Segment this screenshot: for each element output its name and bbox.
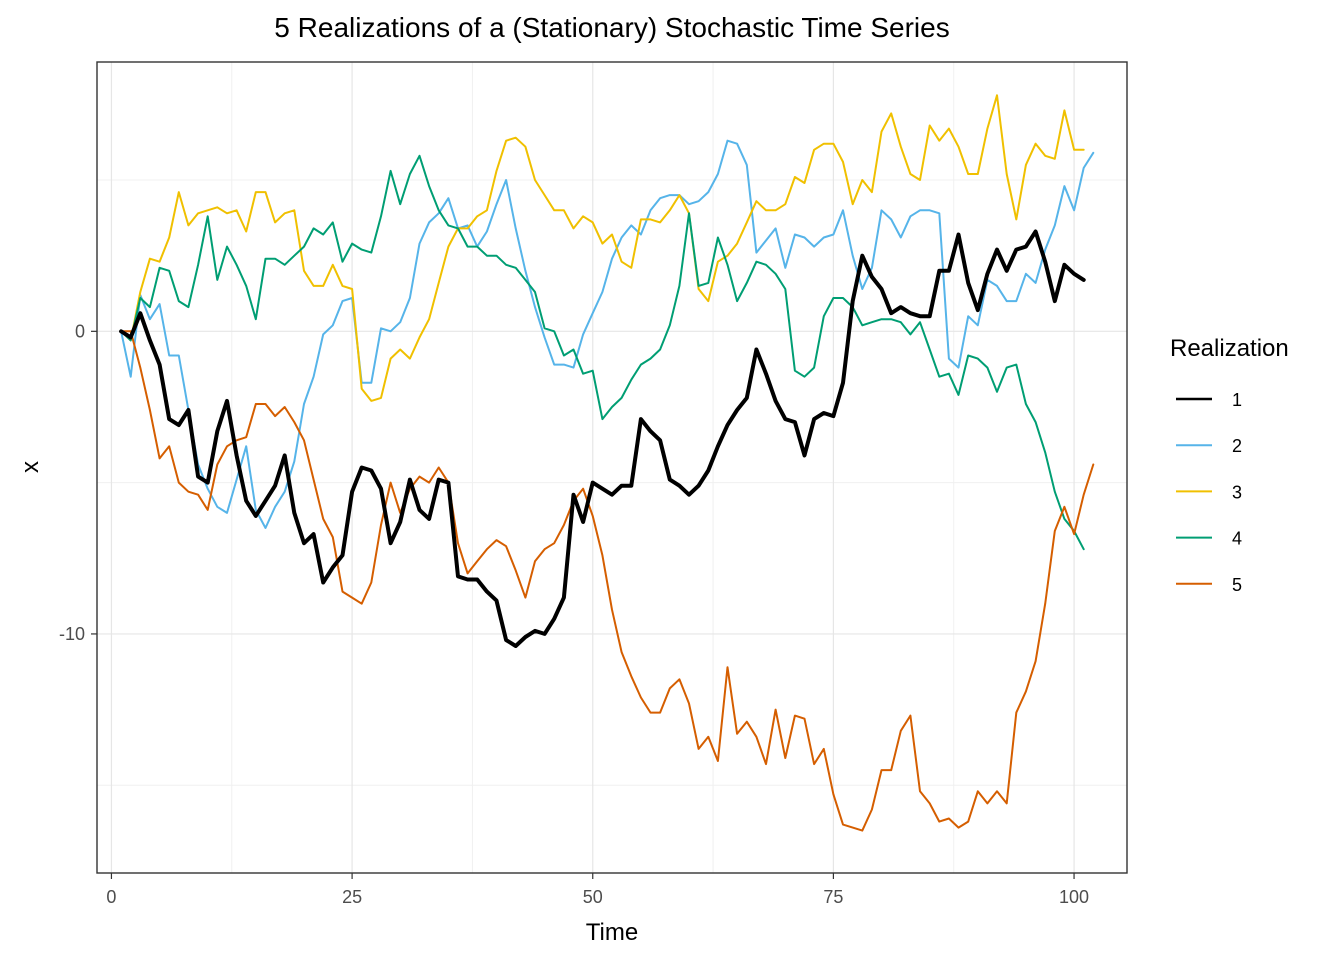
grid-minor — [97, 62, 1127, 873]
series-line-1 — [119, 229, 1086, 648]
series-lines — [119, 94, 1095, 832]
plot-background — [97, 62, 1127, 873]
y-axis-title: x — [17, 461, 44, 473]
series-line-3 — [120, 94, 1085, 402]
plot-border — [96, 61, 1128, 874]
y-tick-label: 0 — [75, 321, 85, 341]
x-axis-title: Time — [586, 919, 638, 946]
legend-label-5: 5 — [1232, 575, 1242, 595]
x-tick-label: 25 — [342, 887, 362, 907]
x-axis: 0 25 50 75 100 — [106, 873, 1089, 907]
legend-title: Realization — [1170, 335, 1289, 362]
x-tick-label: 50 — [583, 887, 603, 907]
series-line-5 — [120, 330, 1095, 832]
y-axis: 0 -10 — [59, 321, 97, 644]
chart-title: 5 Realizations of a (Stationary) Stochas… — [274, 12, 950, 43]
legend-label-4: 4 — [1232, 529, 1242, 549]
series-line-2 — [120, 139, 1095, 529]
legend-label-1: 1 — [1232, 390, 1242, 410]
x-tick-label: 75 — [823, 887, 843, 907]
x-tick-label: 100 — [1059, 887, 1089, 907]
grid-major — [97, 62, 1127, 873]
legend: Realization 1 2 3 4 5 — [1170, 335, 1289, 595]
x-tick-label: 0 — [106, 887, 116, 907]
series-line-4 — [120, 154, 1085, 551]
legend-label-3: 3 — [1232, 482, 1242, 502]
legend-label-2: 2 — [1232, 436, 1242, 456]
y-tick-label: -10 — [59, 624, 85, 644]
